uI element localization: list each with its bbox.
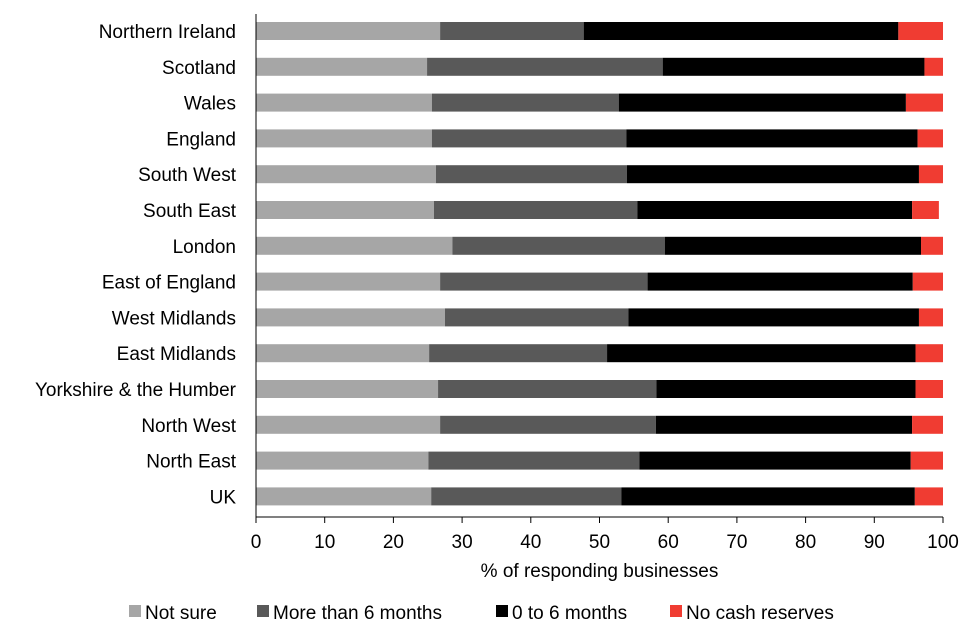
bar-segment — [440, 272, 648, 291]
bar-segment — [427, 57, 663, 76]
x-tick-label: 80 — [795, 532, 816, 553]
bar-segment — [435, 165, 627, 184]
category-label: Wales — [184, 94, 236, 115]
bar-segment — [647, 272, 913, 291]
bar-segment — [256, 344, 430, 363]
bar-segment — [256, 201, 434, 219]
legend-label: Not sure — [145, 603, 217, 624]
bar-segment — [905, 93, 943, 112]
bar-segment — [256, 129, 432, 148]
legend-label: No cash reserves — [686, 603, 834, 624]
bar-segment — [626, 165, 919, 184]
category-label: England — [166, 129, 236, 150]
x-axis-ticks: 0 10 20 30 40 50 60 70 80 90 100 — [251, 517, 959, 553]
bar-segment — [898, 22, 943, 40]
bar-segment — [256, 415, 441, 434]
bar-segment — [256, 165, 436, 184]
bars-layer — [256, 22, 943, 506]
category-label: North East — [146, 452, 236, 473]
bar-segment — [607, 344, 916, 363]
x-tick-label: 50 — [589, 532, 610, 553]
bar-segment — [256, 22, 441, 40]
bar-segment — [915, 380, 943, 398]
category-label: Scotland — [162, 58, 236, 79]
bar-segment — [440, 22, 584, 40]
x-tick-label: 0 — [251, 532, 262, 553]
bar-segment — [921, 236, 943, 255]
bar-segment — [664, 236, 922, 255]
x-tick-label: 100 — [927, 532, 959, 553]
category-labels: Northern Ireland Scotland Wales England Sout… — [35, 22, 237, 508]
bar-segment — [662, 57, 925, 76]
category-label: East of England — [102, 273, 236, 294]
legend: Not sure More than 6 months 0 to 6 months N… — [129, 603, 834, 624]
x-tick-label: 60 — [658, 532, 679, 553]
bar-segment — [256, 272, 441, 291]
bar-segment — [655, 415, 913, 434]
bar-segment — [621, 487, 915, 506]
category-label: North West — [141, 416, 236, 437]
bar-segment — [924, 57, 943, 76]
legend-swatch — [496, 605, 508, 617]
bar-segment — [918, 308, 943, 327]
bar-segment — [256, 380, 439, 398]
legend-label: More than 6 months — [273, 603, 442, 624]
bar-segment — [256, 308, 445, 327]
bar-segment — [256, 451, 429, 470]
bar-segment — [428, 451, 640, 470]
bar-segment — [256, 93, 432, 112]
bar-segment — [444, 308, 629, 327]
category-label: Yorkshire & the Humber — [35, 380, 237, 401]
category-label: South West — [138, 165, 237, 186]
x-axis-title: % of responding businesses — [481, 561, 719, 582]
category-label: West Midlands — [112, 308, 236, 329]
bar-segment — [914, 487, 943, 506]
x-tick-label: 20 — [383, 532, 404, 553]
category-label: East Midlands — [117, 344, 236, 365]
bar-segment — [452, 236, 665, 255]
x-tick-label: 70 — [726, 532, 747, 553]
bar-segment — [438, 380, 657, 398]
category-label: London — [173, 237, 236, 258]
bar-segment — [917, 129, 943, 148]
legend-swatch — [670, 605, 682, 617]
legend-swatch — [129, 605, 141, 617]
bar-segment — [639, 451, 911, 470]
legend-label: 0 to 6 months — [512, 603, 627, 624]
bar-segment — [429, 344, 608, 363]
bar-segment — [431, 487, 622, 506]
bar-segment — [626, 129, 918, 148]
bar-segment — [256, 57, 428, 76]
x-tick-label: 10 — [314, 532, 335, 553]
bar-segment — [912, 415, 943, 434]
x-tick-label: 90 — [864, 532, 885, 553]
category-label: Northern Ireland — [99, 22, 236, 43]
bar-segment — [915, 344, 943, 363]
category-label: UK — [210, 487, 237, 508]
bar-segment — [910, 451, 943, 470]
bar-segment — [628, 308, 919, 327]
bar-segment — [433, 201, 638, 219]
x-tick-label: 30 — [452, 532, 473, 553]
bar-segment — [912, 201, 939, 219]
category-label: South East — [143, 201, 237, 222]
bar-segment — [256, 487, 432, 506]
bar-segment — [583, 22, 899, 40]
bar-segment — [256, 236, 453, 255]
bar-segment — [431, 129, 627, 148]
legend-swatch — [257, 605, 269, 617]
x-tick-label: 40 — [520, 532, 541, 553]
bar-segment — [656, 380, 916, 398]
bar-segment — [637, 201, 913, 219]
bar-segment — [440, 415, 656, 434]
bar-segment — [918, 165, 943, 184]
bar-segment — [618, 93, 906, 112]
bar-segment — [431, 93, 619, 112]
bar-segment — [912, 272, 943, 291]
